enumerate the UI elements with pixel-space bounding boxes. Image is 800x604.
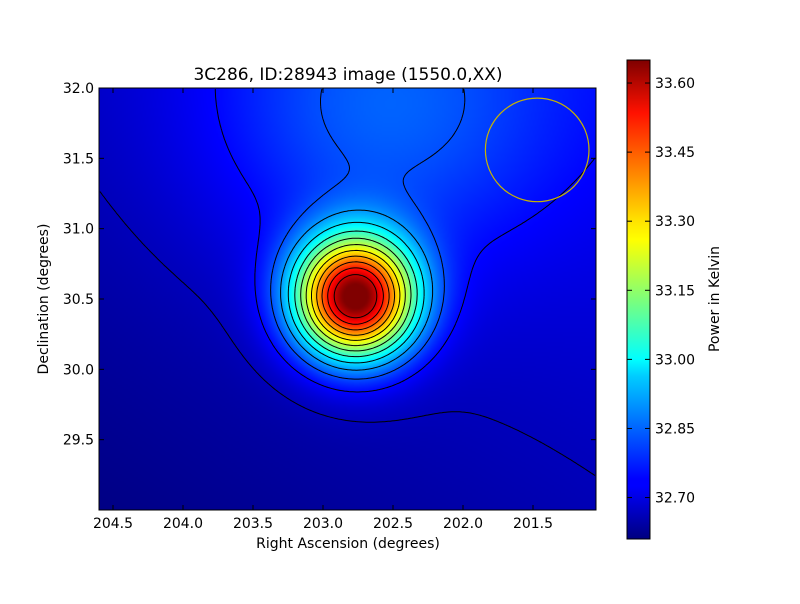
- heatmap-image: [99, 88, 596, 510]
- y-tick-label: 30.5: [63, 292, 94, 308]
- contour-line: [99, 191, 596, 476]
- contour-line: [327, 267, 384, 325]
- y-axis: 29.5 30.0 30.5 31.0 31.5 32.0: [63, 81, 596, 449]
- y-axis-label: Declination (degrees): [36, 224, 52, 375]
- x-tick-label: 201.5: [513, 516, 553, 532]
- x-axis: 204.5 204.0 203.5 203.0 202.5 202.0 201.5: [93, 88, 553, 532]
- x-tick-label: 203.5: [233, 516, 273, 532]
- y-tick-label: 29.5: [63, 433, 94, 449]
- contour-line: [316, 255, 396, 336]
- colorbar-tick-label: 33.30: [655, 214, 695, 230]
- chart-title: 3C286, ID:28943 image (1550.0,XX): [193, 65, 502, 85]
- heatmap: [99, 88, 596, 510]
- colorbar-tick-label: 33.45: [655, 145, 695, 161]
- x-tick-label: 204.0: [163, 516, 203, 532]
- x-tick-label: 202.0: [443, 516, 483, 532]
- contour-line: [300, 237, 412, 352]
- contour-lines: [99, 88, 596, 476]
- colorbar-tick-label: 32.70: [655, 491, 695, 507]
- x-tick-label: 204.5: [93, 516, 133, 532]
- contour-line: [280, 209, 434, 371]
- contour-line: [270, 88, 466, 380]
- y-tick-label: 31.0: [63, 222, 94, 238]
- y-tick-label: 30.0: [63, 362, 94, 378]
- contour-line: [294, 230, 418, 358]
- colorbar-tick-label: 33.00: [655, 352, 695, 368]
- contour-line: [214, 89, 596, 393]
- beam-circle: [484, 97, 590, 203]
- colorbar-ticks: 32.70 32.85 33.00 33.15 33.30 33.45 33.60: [627, 76, 695, 507]
- colorbar-tick-label: 33.60: [655, 76, 695, 92]
- colorbar-label: Power in Kelvin: [707, 246, 723, 352]
- y-tick-label: 31.5: [63, 151, 94, 167]
- colorbar-tick-label: 32.85: [655, 421, 695, 437]
- colorbar-gradient: [626, 59, 651, 540]
- contour-line: [305, 244, 406, 347]
- y-tick-label: 32.0: [63, 81, 94, 97]
- contour-line: [321, 261, 390, 331]
- colorbar-tick-label: 33.15: [655, 283, 695, 299]
- contour-line: [333, 274, 378, 319]
- x-axis-label: Right Ascension (degrees): [256, 536, 440, 552]
- colorbar: 32.70 32.85 33.00 33.15 33.30 33.45 33.60 Powe…: [626, 59, 723, 540]
- contour-line: [287, 221, 425, 364]
- x-tick-label: 203.0: [303, 516, 343, 532]
- x-tick-label: 202.5: [373, 516, 413, 532]
- contour-line: [311, 249, 401, 341]
